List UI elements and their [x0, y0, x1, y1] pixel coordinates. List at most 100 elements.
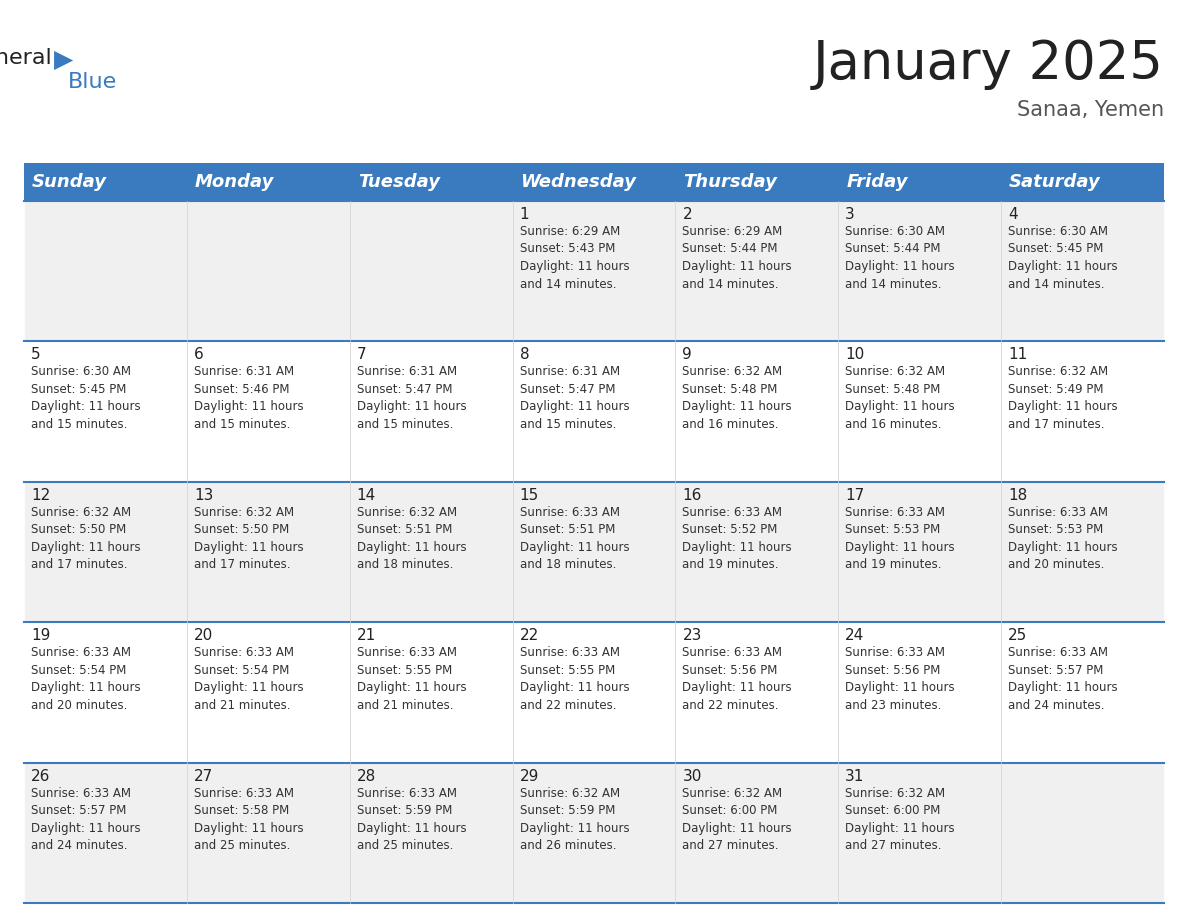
Text: Sunrise: 6:33 AM
Sunset: 5:58 PM
Daylight: 11 hours
and 25 minutes.: Sunrise: 6:33 AM Sunset: 5:58 PM Dayligh…	[194, 787, 303, 852]
Text: Sunrise: 6:33 AM
Sunset: 5:59 PM
Daylight: 11 hours
and 25 minutes.: Sunrise: 6:33 AM Sunset: 5:59 PM Dayligh…	[356, 787, 467, 852]
Text: Sunrise: 6:32 AM
Sunset: 6:00 PM
Daylight: 11 hours
and 27 minutes.: Sunrise: 6:32 AM Sunset: 6:00 PM Dayligh…	[682, 787, 792, 852]
Text: Sunrise: 6:32 AM
Sunset: 5:48 PM
Daylight: 11 hours
and 16 minutes.: Sunrise: 6:32 AM Sunset: 5:48 PM Dayligh…	[682, 365, 792, 431]
Bar	[24, 622, 187, 763]
Text: 4: 4	[1009, 207, 1018, 222]
Text: Sunrise: 6:32 AM
Sunset: 5:50 PM
Daylight: 11 hours
and 17 minutes.: Sunrise: 6:32 AM Sunset: 5:50 PM Dayligh…	[31, 506, 140, 571]
Text: 31: 31	[846, 768, 865, 784]
Text: 20: 20	[194, 628, 213, 644]
Bar	[1001, 201, 1164, 341]
Bar	[839, 341, 1001, 482]
Bar	[349, 763, 512, 903]
Text: 22: 22	[519, 628, 539, 644]
Text: Sunrise: 6:29 AM
Sunset: 5:43 PM
Daylight: 11 hours
and 14 minutes.: Sunrise: 6:29 AM Sunset: 5:43 PM Dayligh…	[519, 225, 630, 290]
Text: 29: 29	[519, 768, 539, 784]
Bar	[512, 763, 676, 903]
Bar	[512, 622, 676, 763]
Text: Friday: Friday	[846, 173, 908, 191]
Text: Sunrise: 6:33 AM
Sunset: 5:54 PM
Daylight: 11 hours
and 20 minutes.: Sunrise: 6:33 AM Sunset: 5:54 PM Dayligh…	[31, 646, 140, 711]
Bar	[1001, 341, 1164, 482]
Bar	[1001, 622, 1164, 763]
Text: 7: 7	[356, 347, 366, 363]
Text: 19: 19	[31, 628, 50, 644]
Bar	[24, 201, 187, 341]
Text: 25: 25	[1009, 628, 1028, 644]
Text: 26: 26	[31, 768, 50, 784]
Text: 13: 13	[194, 487, 213, 503]
Bar	[839, 201, 1001, 341]
Bar	[349, 201, 512, 341]
Bar	[187, 341, 349, 482]
Bar	[349, 163, 512, 201]
Text: 18: 18	[1009, 487, 1028, 503]
Bar	[1001, 763, 1164, 903]
Text: 1: 1	[519, 207, 529, 222]
Bar	[839, 622, 1001, 763]
Bar	[349, 341, 512, 482]
Text: 24: 24	[846, 628, 865, 644]
Text: 3: 3	[846, 207, 855, 222]
Bar	[676, 163, 839, 201]
Bar	[24, 341, 187, 482]
Text: Sunrise: 6:31 AM
Sunset: 5:47 PM
Daylight: 11 hours
and 15 minutes.: Sunrise: 6:31 AM Sunset: 5:47 PM Dayligh…	[519, 365, 630, 431]
Text: Sunrise: 6:33 AM
Sunset: 5:55 PM
Daylight: 11 hours
and 22 minutes.: Sunrise: 6:33 AM Sunset: 5:55 PM Dayligh…	[519, 646, 630, 711]
Bar	[187, 622, 349, 763]
Text: 11: 11	[1009, 347, 1028, 363]
Bar	[512, 201, 676, 341]
Bar	[676, 482, 839, 622]
Text: 23: 23	[682, 628, 702, 644]
Text: Sunrise: 6:32 AM
Sunset: 5:51 PM
Daylight: 11 hours
and 18 minutes.: Sunrise: 6:32 AM Sunset: 5:51 PM Dayligh…	[356, 506, 467, 571]
Text: Sunrise: 6:30 AM
Sunset: 5:45 PM
Daylight: 11 hours
and 14 minutes.: Sunrise: 6:30 AM Sunset: 5:45 PM Dayligh…	[1009, 225, 1118, 290]
Bar	[676, 341, 839, 482]
Text: ▶: ▶	[53, 48, 74, 72]
Text: Sunrise: 6:31 AM
Sunset: 5:46 PM
Daylight: 11 hours
and 15 minutes.: Sunrise: 6:31 AM Sunset: 5:46 PM Dayligh…	[194, 365, 303, 431]
Text: Sunrise: 6:33 AM
Sunset: 5:55 PM
Daylight: 11 hours
and 21 minutes.: Sunrise: 6:33 AM Sunset: 5:55 PM Dayligh…	[356, 646, 467, 711]
Bar	[839, 163, 1001, 201]
Text: 14: 14	[356, 487, 375, 503]
Text: Sunday: Sunday	[32, 173, 107, 191]
Text: Sunrise: 6:33 AM
Sunset: 5:51 PM
Daylight: 11 hours
and 18 minutes.: Sunrise: 6:33 AM Sunset: 5:51 PM Dayligh…	[519, 506, 630, 571]
Bar	[187, 482, 349, 622]
Text: Sunrise: 6:31 AM
Sunset: 5:47 PM
Daylight: 11 hours
and 15 minutes.: Sunrise: 6:31 AM Sunset: 5:47 PM Dayligh…	[356, 365, 467, 431]
Text: 2: 2	[682, 207, 693, 222]
Text: Wednesday: Wednesday	[520, 173, 637, 191]
Text: 6: 6	[194, 347, 203, 363]
Text: 21: 21	[356, 628, 375, 644]
Text: Monday: Monday	[195, 173, 274, 191]
Text: 30: 30	[682, 768, 702, 784]
Text: Sunrise: 6:32 AM
Sunset: 5:50 PM
Daylight: 11 hours
and 17 minutes.: Sunrise: 6:32 AM Sunset: 5:50 PM Dayligh…	[194, 506, 303, 571]
Text: Tuesday: Tuesday	[358, 173, 440, 191]
Text: 15: 15	[519, 487, 539, 503]
Text: Sunrise: 6:32 AM
Sunset: 5:49 PM
Daylight: 11 hours
and 17 minutes.: Sunrise: 6:32 AM Sunset: 5:49 PM Dayligh…	[1009, 365, 1118, 431]
Text: Sunrise: 6:33 AM
Sunset: 5:53 PM
Daylight: 11 hours
and 20 minutes.: Sunrise: 6:33 AM Sunset: 5:53 PM Dayligh…	[1009, 506, 1118, 571]
Bar	[1001, 163, 1164, 201]
Text: General: General	[0, 48, 52, 68]
Text: Saturday: Saturday	[1009, 173, 1101, 191]
Bar	[187, 201, 349, 341]
Text: Sunrise: 6:33 AM
Sunset: 5:56 PM
Daylight: 11 hours
and 22 minutes.: Sunrise: 6:33 AM Sunset: 5:56 PM Dayligh…	[682, 646, 792, 711]
Bar	[187, 163, 349, 201]
Text: Sunrise: 6:32 AM
Sunset: 6:00 PM
Daylight: 11 hours
and 27 minutes.: Sunrise: 6:32 AM Sunset: 6:00 PM Dayligh…	[846, 787, 955, 852]
Bar	[676, 201, 839, 341]
Bar	[349, 622, 512, 763]
Text: 28: 28	[356, 768, 375, 784]
Bar	[512, 482, 676, 622]
Bar	[187, 763, 349, 903]
Text: 17: 17	[846, 487, 865, 503]
Text: Sunrise: 6:29 AM
Sunset: 5:44 PM
Daylight: 11 hours
and 14 minutes.: Sunrise: 6:29 AM Sunset: 5:44 PM Dayligh…	[682, 225, 792, 290]
Text: Sunrise: 6:33 AM
Sunset: 5:57 PM
Daylight: 11 hours
and 24 minutes.: Sunrise: 6:33 AM Sunset: 5:57 PM Dayligh…	[31, 787, 140, 852]
Text: Sunrise: 6:32 AM
Sunset: 5:48 PM
Daylight: 11 hours
and 16 minutes.: Sunrise: 6:32 AM Sunset: 5:48 PM Dayligh…	[846, 365, 955, 431]
Bar	[839, 763, 1001, 903]
Bar	[676, 763, 839, 903]
Bar	[24, 163, 187, 201]
Text: 8: 8	[519, 347, 529, 363]
Text: January 2025: January 2025	[813, 38, 1164, 90]
Text: Thursday: Thursday	[683, 173, 777, 191]
Text: 12: 12	[31, 487, 50, 503]
Text: 27: 27	[194, 768, 213, 784]
Text: Blue: Blue	[68, 72, 118, 92]
Text: 9: 9	[682, 347, 693, 363]
Text: Sunrise: 6:33 AM
Sunset: 5:56 PM
Daylight: 11 hours
and 23 minutes.: Sunrise: 6:33 AM Sunset: 5:56 PM Dayligh…	[846, 646, 955, 711]
Text: Sunrise: 6:33 AM
Sunset: 5:53 PM
Daylight: 11 hours
and 19 minutes.: Sunrise: 6:33 AM Sunset: 5:53 PM Dayligh…	[846, 506, 955, 571]
Bar	[676, 622, 839, 763]
Text: 5: 5	[31, 347, 40, 363]
